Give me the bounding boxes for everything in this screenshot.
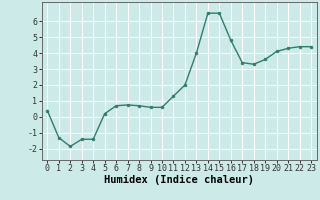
X-axis label: Humidex (Indice chaleur): Humidex (Indice chaleur) — [104, 175, 254, 185]
